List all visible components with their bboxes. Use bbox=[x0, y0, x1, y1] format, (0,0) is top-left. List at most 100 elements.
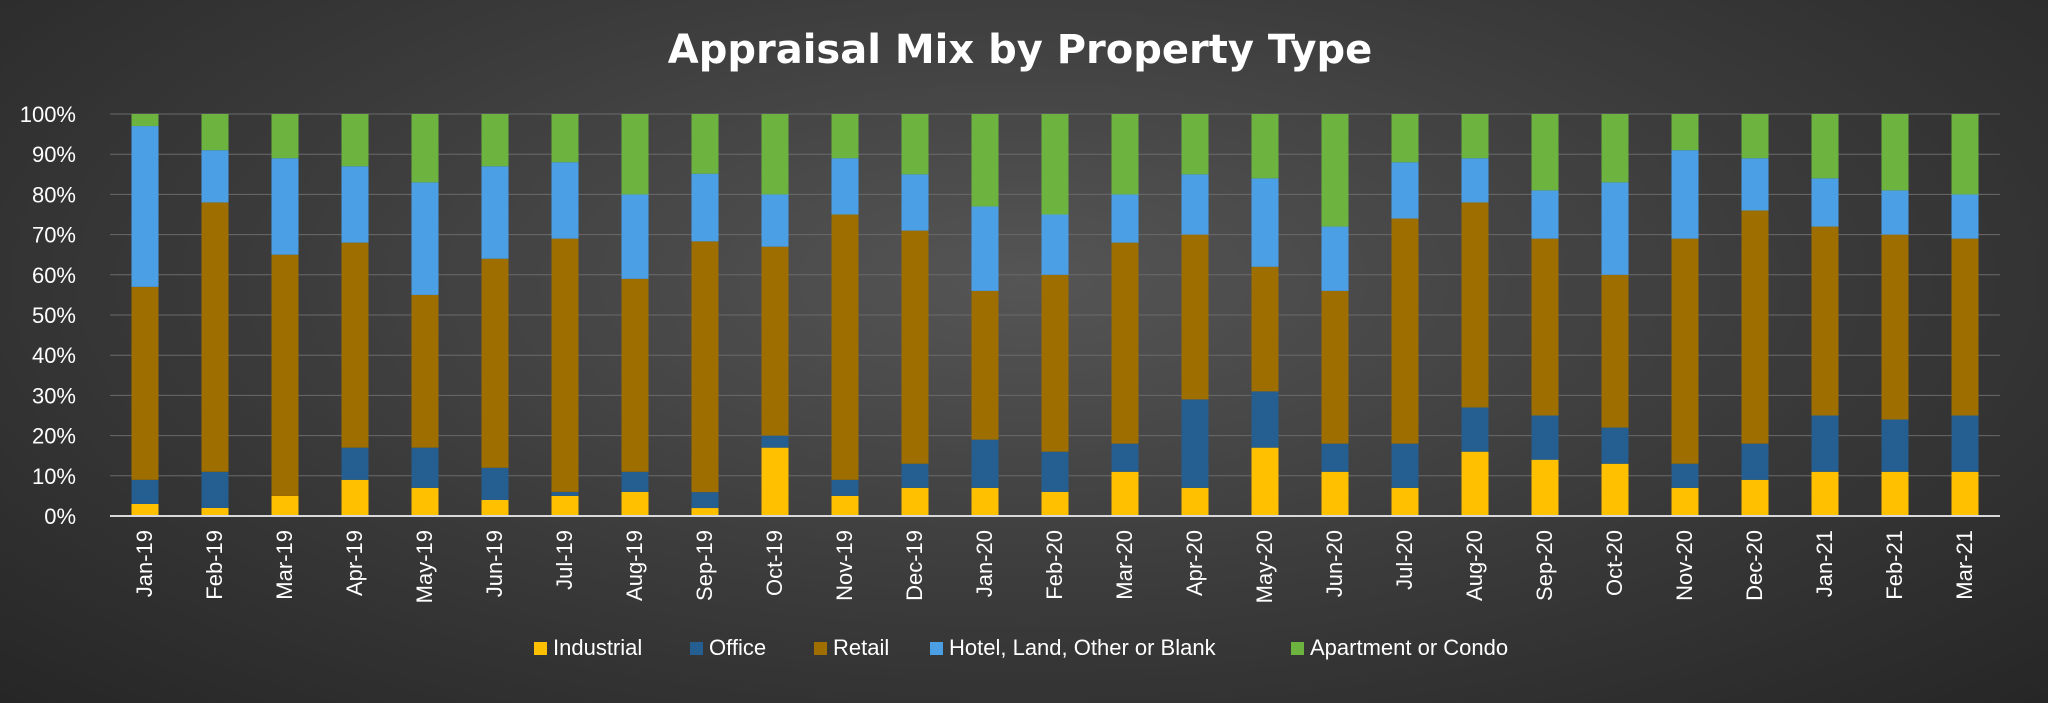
bar-segment bbox=[481, 114, 509, 167]
bar-segment bbox=[831, 495, 859, 516]
bar-segment bbox=[201, 150, 229, 203]
x-tick-label: Aug-20 bbox=[1462, 530, 1487, 601]
bar-segment bbox=[1741, 479, 1769, 516]
bar-segment bbox=[1461, 114, 1489, 159]
bar-segment bbox=[1601, 182, 1629, 275]
bar-segment bbox=[901, 114, 929, 175]
bar-segment bbox=[1111, 471, 1139, 516]
x-tick-label: Sep-19 bbox=[692, 530, 717, 601]
y-tick-label: 70% bbox=[32, 223, 76, 248]
bar-segment bbox=[551, 491, 579, 496]
bar-segment bbox=[1041, 451, 1069, 492]
bar-segment bbox=[691, 492, 719, 509]
x-tick-label: Dec-19 bbox=[902, 530, 927, 601]
x-tick-label: May-19 bbox=[412, 530, 437, 603]
x-tick-label: Jan-21 bbox=[1812, 530, 1837, 597]
bar-segment bbox=[131, 503, 159, 516]
bar-segment bbox=[691, 173, 719, 242]
bar-segment bbox=[1881, 234, 1909, 420]
bar-segment bbox=[1811, 178, 1839, 227]
bar-segment bbox=[1461, 407, 1489, 452]
bar-segment bbox=[1251, 266, 1279, 392]
bar-segment bbox=[1251, 447, 1279, 516]
y-tick-label: 60% bbox=[32, 263, 76, 288]
bar-segment bbox=[411, 487, 439, 516]
x-tick-label: Jun-19 bbox=[482, 530, 507, 597]
chart-title: Appraisal Mix by Property Type bbox=[668, 27, 1372, 73]
x-tick-label: Jul-20 bbox=[1392, 530, 1417, 590]
bar-segment bbox=[341, 447, 369, 480]
legend-swatch bbox=[534, 642, 547, 655]
bar-segment bbox=[621, 471, 649, 492]
x-tick-label: Nov-20 bbox=[1672, 530, 1697, 601]
x-tick-label: Mar-21 bbox=[1952, 530, 1977, 600]
bar-segment bbox=[481, 258, 509, 468]
bar-segment bbox=[271, 495, 299, 516]
bar-segment bbox=[621, 194, 649, 279]
x-tick-label: May-20 bbox=[1252, 530, 1277, 603]
bar-segment bbox=[1461, 202, 1489, 408]
bar-segment bbox=[1181, 487, 1209, 516]
y-axis-tick-labels: 0% 10% 20% 30% 40% 50% 60% 70% 80% 90% 100% bbox=[20, 102, 76, 529]
bar-segment bbox=[1041, 214, 1069, 275]
bar-segment bbox=[621, 114, 649, 195]
legend-swatch bbox=[690, 642, 703, 655]
legend-label: Industrial bbox=[553, 635, 642, 660]
bar-segment bbox=[1741, 443, 1769, 480]
bar-segment bbox=[1321, 290, 1349, 444]
bar-segment bbox=[1531, 415, 1559, 460]
bar-segment bbox=[1111, 242, 1139, 444]
bar-segment bbox=[761, 114, 789, 195]
bar-segment bbox=[1461, 158, 1489, 203]
bar-segment bbox=[1671, 463, 1699, 488]
bar-segment bbox=[1181, 399, 1209, 488]
bar-segment bbox=[1321, 226, 1349, 291]
bar-segment bbox=[1811, 471, 1839, 516]
bar-segment bbox=[201, 114, 229, 151]
bar-segment bbox=[1531, 459, 1559, 516]
bar-segment bbox=[1041, 114, 1069, 215]
y-tick-label: 40% bbox=[32, 343, 76, 368]
bar-segment bbox=[1391, 162, 1419, 219]
bar-segment bbox=[271, 114, 299, 159]
bar-segment bbox=[621, 278, 649, 472]
bars bbox=[131, 114, 1979, 516]
bar-segment bbox=[1391, 218, 1419, 444]
bar-segment bbox=[411, 294, 439, 448]
x-tick-label: Jan-20 bbox=[972, 530, 997, 597]
bar-segment bbox=[551, 495, 579, 516]
bar-segment bbox=[1881, 190, 1909, 235]
x-tick-label: Oct-19 bbox=[762, 530, 787, 596]
bar-segment bbox=[971, 290, 999, 440]
bar-segment bbox=[971, 114, 999, 207]
x-tick-label: Jan-19 bbox=[132, 530, 157, 597]
legend-swatch bbox=[1291, 642, 1304, 655]
x-tick-label: Dec-20 bbox=[1742, 530, 1767, 601]
bar-segment bbox=[551, 114, 579, 163]
bar-segment bbox=[411, 447, 439, 488]
bar-segment bbox=[971, 206, 999, 291]
bar-segment bbox=[1811, 226, 1839, 416]
bar-segment bbox=[1881, 471, 1909, 516]
bar-segment bbox=[1671, 114, 1699, 151]
x-tick-label: Jul-19 bbox=[552, 530, 577, 590]
legend-swatch bbox=[930, 642, 943, 655]
bar-segment bbox=[411, 114, 439, 183]
bar-segment bbox=[1951, 194, 1979, 239]
legend-label: Hotel, Land, Other or Blank bbox=[949, 635, 1217, 660]
bar-segment bbox=[1181, 234, 1209, 400]
bar-segment bbox=[481, 166, 509, 259]
bar-segment bbox=[1951, 415, 1979, 472]
x-tick-label: Nov-19 bbox=[832, 530, 857, 601]
legend-swatch bbox=[814, 642, 827, 655]
x-tick-label: Oct-20 bbox=[1602, 530, 1627, 596]
bar-segment bbox=[761, 246, 789, 436]
bar-segment bbox=[1531, 238, 1559, 416]
bar-segment bbox=[1391, 114, 1419, 163]
bar-segment bbox=[341, 242, 369, 448]
bar-segment bbox=[551, 162, 579, 239]
bar-segment bbox=[1741, 210, 1769, 444]
bar-segment bbox=[1321, 471, 1349, 516]
bar-segment bbox=[901, 174, 929, 231]
